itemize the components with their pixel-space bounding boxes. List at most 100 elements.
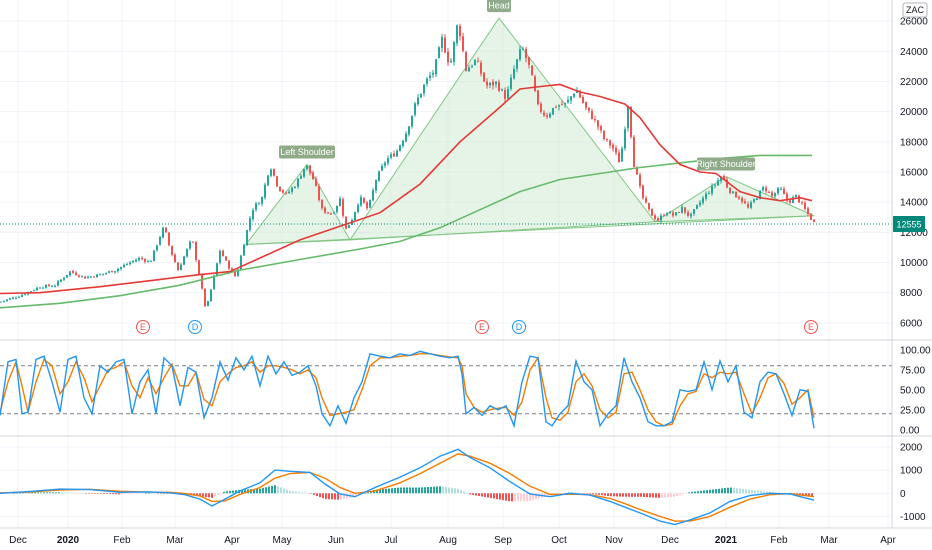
candle-up [156, 245, 158, 251]
macd-histogram-bar [52, 492, 54, 494]
head-label: Head [488, 1, 510, 11]
candle-down [444, 37, 446, 53]
x-tick-label: Nov [605, 535, 623, 546]
candle-down [342, 199, 344, 216]
macd-histogram-bar [160, 493, 162, 494]
candle-up [6, 299, 8, 301]
candle-down [327, 212, 329, 214]
candle-down [165, 227, 167, 233]
macd-histogram-bar [745, 489, 747, 494]
candle-down [612, 144, 614, 149]
macd-histogram-bar [235, 490, 237, 494]
candle-down [312, 172, 314, 180]
x-tick-label: May [273, 535, 292, 546]
macd-signal-line [0, 453, 815, 522]
macd-histogram-bar [685, 493, 687, 494]
stochastic-pane[interactable] [0, 350, 892, 429]
candle-down [177, 262, 179, 271]
candle-up [567, 99, 569, 103]
macd-histogram-bar [76, 492, 78, 494]
earnings-marker [475, 320, 489, 334]
candle-up [291, 187, 293, 192]
macd-histogram-bar [742, 488, 744, 494]
macd-histogram-bar [445, 487, 447, 494]
macd-histogram-bar [436, 486, 438, 494]
macd-histogram-bar [67, 492, 69, 494]
candle-up [135, 260, 137, 262]
candle-up [756, 198, 758, 200]
macd-histogram-bar [454, 488, 456, 494]
candle-down [744, 201, 746, 204]
candle-down [672, 212, 674, 216]
macd-histogram-bar [442, 486, 444, 494]
macd-histogram-bar [475, 493, 477, 496]
macd-histogram-bar [202, 493, 204, 497]
macd-histogram-bar [313, 493, 315, 495]
macd-histogram-bar [535, 493, 537, 500]
candle-up [381, 166, 383, 171]
candle-up [114, 271, 116, 273]
candle-down [657, 218, 659, 221]
macd-histogram-bar [262, 487, 264, 494]
macd-histogram-bar [400, 487, 402, 494]
left-shoulder-label-bg [279, 145, 335, 159]
macd-histogram-bar [301, 492, 303, 494]
candle-up [468, 67, 470, 72]
candle-down [273, 168, 275, 176]
candle-up [717, 180, 719, 186]
macd-histogram-bar [547, 493, 549, 497]
macd-histogram-bar [325, 493, 327, 500]
macd-histogram-bar [292, 491, 294, 494]
candle-down [609, 140, 611, 146]
candle-up [714, 184, 716, 186]
macd-histogram-bar [337, 493, 339, 500]
candle-down [174, 254, 176, 263]
candle-down [192, 241, 194, 243]
candle-up [369, 200, 371, 208]
macd-tick-label: 0 [900, 489, 906, 500]
macd-histogram-bar [424, 487, 426, 494]
macd-histogram-bar [145, 493, 147, 494]
candle-up [660, 215, 662, 221]
right-shoulder-label-bg [697, 157, 755, 171]
candle-down [543, 112, 545, 116]
macd-histogram-bar [769, 491, 771, 494]
macd-histogram-bar [364, 493, 366, 494]
macd-histogram-bar [25, 492, 27, 494]
candle-down [345, 216, 347, 229]
macd-histogram-bar [433, 486, 435, 494]
candle-down [813, 219, 815, 222]
macd-histogram-bar [304, 492, 306, 494]
macd-histogram-bar [607, 493, 609, 497]
candle-up [153, 250, 155, 261]
candle-down [810, 213, 812, 220]
macd-histogram-bar [418, 487, 420, 494]
macd-histogram-bar [658, 493, 660, 498]
candle-up [138, 257, 140, 261]
macd-histogram-bar [118, 493, 120, 495]
candle-down [747, 203, 749, 208]
macd-histogram-bar [643, 493, 645, 497]
macd-histogram-bar [718, 488, 720, 494]
candle-down [228, 260, 230, 269]
candle-up [399, 145, 401, 152]
candle-up [255, 203, 257, 210]
macd-histogram-bar [391, 488, 393, 494]
macd-pane[interactable] [0, 448, 815, 526]
macd-histogram-bar [271, 485, 273, 494]
candle-down [285, 192, 287, 194]
candle-up [45, 284, 47, 288]
macd-histogram-bar [244, 489, 246, 494]
candle-up [186, 248, 188, 257]
x-tick-label: Apr [880, 535, 896, 546]
macd-histogram-bar [22, 492, 24, 494]
candle-up [120, 266, 122, 269]
macd-histogram-bar [601, 493, 603, 496]
macd-histogram-bar [46, 492, 48, 494]
candle-up [693, 209, 695, 214]
candle-up [708, 192, 710, 194]
price-candles[interactable] [0, 23, 815, 308]
